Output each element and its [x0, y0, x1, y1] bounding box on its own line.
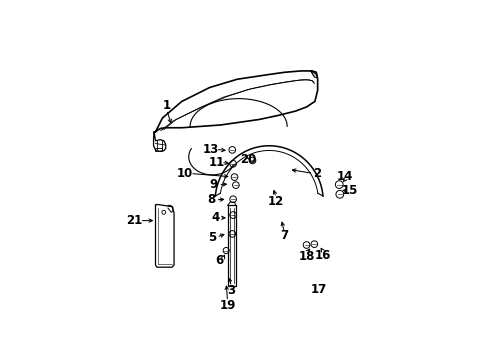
Text: 18: 18 — [298, 250, 315, 263]
Text: 12: 12 — [268, 195, 284, 208]
Text: 4: 4 — [211, 211, 219, 224]
Text: 10: 10 — [176, 167, 193, 180]
Text: 16: 16 — [315, 249, 331, 262]
Text: 21: 21 — [126, 214, 143, 227]
Text: 17: 17 — [311, 283, 327, 296]
Text: 2: 2 — [314, 167, 322, 180]
Bar — [155, 148, 162, 151]
Text: 13: 13 — [203, 143, 219, 156]
Text: 3: 3 — [228, 284, 236, 297]
Text: 14: 14 — [337, 170, 354, 183]
Text: 11: 11 — [208, 156, 224, 169]
Text: 8: 8 — [207, 193, 215, 206]
Text: 1: 1 — [163, 99, 171, 112]
Text: 20: 20 — [240, 153, 256, 166]
Text: 19: 19 — [220, 299, 236, 312]
Text: 6: 6 — [215, 254, 223, 267]
Text: 5: 5 — [208, 231, 217, 244]
Text: 9: 9 — [210, 178, 218, 191]
Text: 15: 15 — [342, 184, 358, 197]
Text: 7: 7 — [280, 229, 289, 242]
